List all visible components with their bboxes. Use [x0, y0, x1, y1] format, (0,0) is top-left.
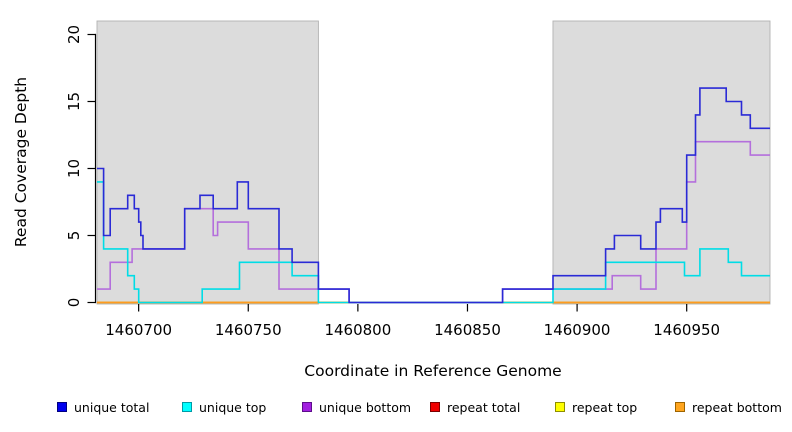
x-axis-title: Coordinate in Reference Genome: [304, 362, 562, 380]
series-unique-top: [97, 181, 770, 304]
legend-label: unique top: [199, 399, 267, 415]
legend-item-repeat-top: repeat top: [555, 398, 637, 416]
x-tick-label: 1460900: [544, 321, 611, 339]
y-tick-label: 10: [65, 159, 83, 178]
y-tick-label: 15: [65, 92, 83, 111]
legend-item-unique-bottom: unique bottom: [302, 398, 411, 416]
legend-swatch-repeat-total: [430, 402, 440, 412]
legend-label: repeat total: [447, 399, 521, 415]
legend-item-unique-top: unique top: [182, 398, 266, 416]
legend-label: repeat top: [572, 399, 638, 415]
x-tick-label: 1460800: [324, 321, 391, 339]
y-tick-label: 5: [65, 231, 83, 241]
series-unique-total: [97, 87, 770, 304]
x-tick-label: 1460700: [105, 321, 172, 339]
legend-swatch-unique-bottom: [302, 402, 312, 412]
legend-swatch-repeat-top: [555, 402, 565, 412]
legend: unique total unique top unique bottom repea…: [0, 398, 792, 420]
legend-item-repeat-total: repeat total: [430, 398, 520, 416]
shaded-region-left-flank: [96, 20, 319, 305]
x-tick-label: 1460850: [434, 321, 501, 339]
shaded-region-right-flank: [552, 20, 771, 305]
x-tick-label: 1460950: [653, 321, 720, 339]
legend-swatch-repeat-bottom: [675, 402, 685, 412]
legend-swatch-unique-total: [57, 402, 67, 412]
legend-label: repeat bottom: [692, 399, 782, 415]
y-tick-label: 0: [65, 298, 83, 308]
legend-label: unique total: [74, 399, 150, 415]
y-axis-title: Read Coverage Depth: [12, 76, 30, 248]
y-tick-label: 20: [65, 25, 83, 44]
legend-swatch-unique-top: [182, 402, 192, 412]
x-tick-label: 1460750: [215, 321, 282, 339]
legend-item-unique-total: unique total: [57, 398, 149, 416]
legend-item-repeat-bottom: repeat bottom: [675, 398, 782, 416]
legend-label: unique bottom: [319, 399, 412, 415]
